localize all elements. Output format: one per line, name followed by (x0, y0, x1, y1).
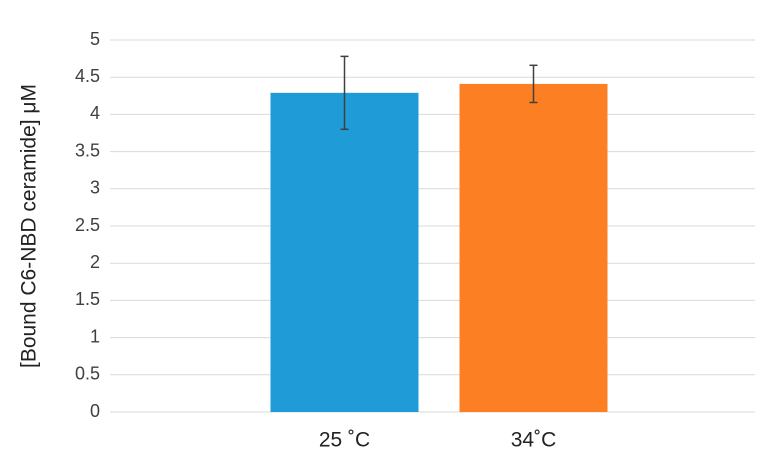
error-bar (529, 64, 538, 104)
y-tick-label: 3.5 (75, 140, 100, 160)
x-tick-label: 34˚C (511, 429, 557, 452)
y-tick-label: 3 (90, 178, 100, 198)
y-tick-label: 0 (90, 401, 100, 421)
y-axis-label: [Bound C6-NBD ceramide] μM (18, 84, 41, 368)
y-tick-label: 1.5 (75, 289, 100, 309)
bar (459, 83, 608, 413)
y-tick-label: 0.5 (75, 364, 100, 384)
y-tick-label: 4.5 (75, 66, 100, 86)
y-tick-label: 1 (90, 326, 100, 346)
y-tick-label: 4 (90, 103, 100, 123)
y-tick-label: 2 (90, 252, 100, 272)
error-bar (340, 55, 349, 131)
y-tick-label: 2.5 (75, 215, 100, 235)
bar (270, 92, 419, 412)
x-tick-label: 25 ˚C (319, 429, 370, 452)
y-tick-label: 5 (90, 29, 100, 49)
